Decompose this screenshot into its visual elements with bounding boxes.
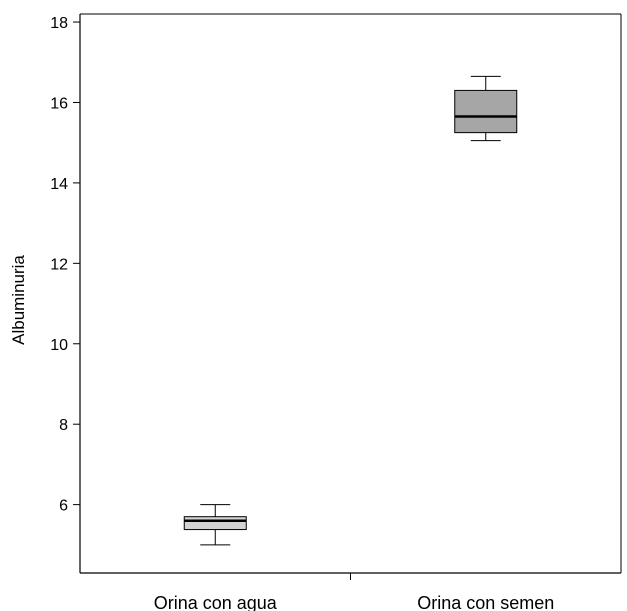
y-tick-label: 18: [50, 15, 68, 32]
iqr-box: [454, 89, 518, 134]
y-axis-label: Albuminuria: [9, 255, 28, 345]
box-2: [454, 75, 518, 142]
y-tick-label: 8: [59, 417, 68, 434]
x-category-label: Orina con semen: [417, 593, 554, 611]
boxes: [183, 75, 518, 546]
y-tick-label: 12: [50, 256, 68, 273]
y-tick-label: 10: [50, 337, 68, 354]
plot-frame: [79, 13, 622, 574]
y-axis: 6 8 10 12 14 16 18: [50, 15, 80, 515]
x-axis: Orina con agua Orina con semen: [154, 573, 554, 611]
x-category-label: Orina con agua: [154, 593, 278, 611]
iqr-box: [183, 516, 247, 531]
box-1: [183, 504, 247, 546]
y-tick-label: 16: [50, 95, 68, 112]
y-tick-label: 6: [59, 498, 68, 515]
y-tick-label: 14: [50, 176, 68, 193]
